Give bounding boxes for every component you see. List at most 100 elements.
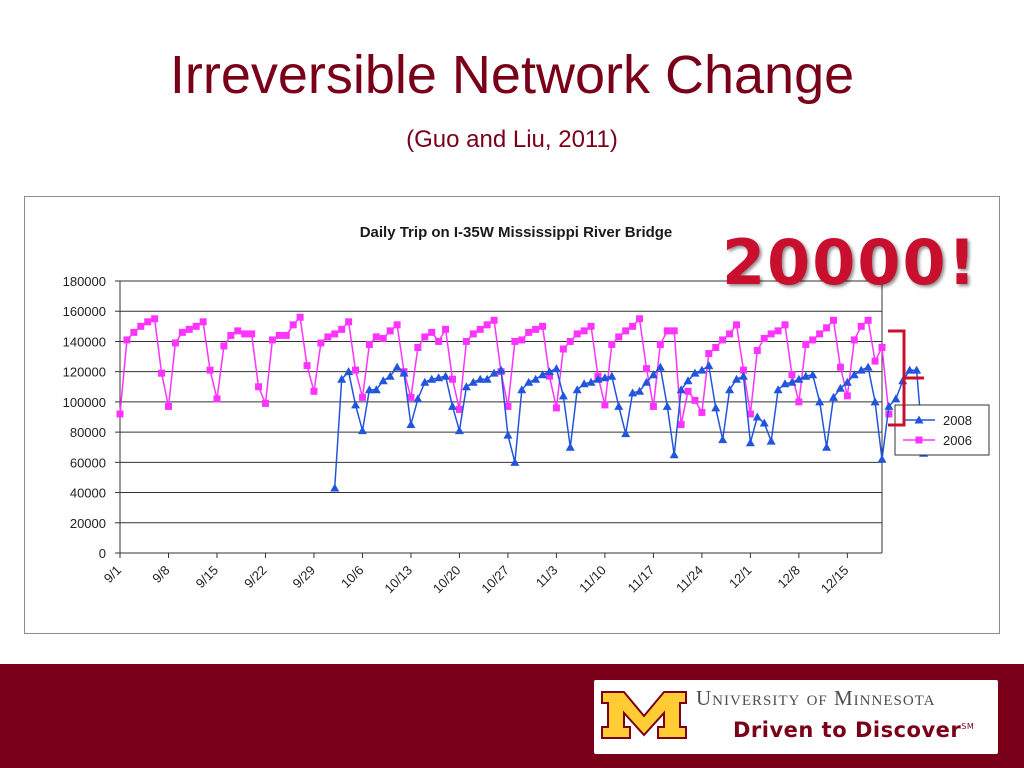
x-tick-label: 11/3	[533, 563, 561, 591]
data-point-2006	[830, 316, 838, 324]
data-point-2008	[863, 362, 873, 371]
data-point-2008	[385, 371, 395, 380]
data-point-2006	[255, 383, 263, 391]
data-point-2006	[504, 402, 512, 410]
data-point-2008	[427, 374, 437, 383]
data-point-2006	[234, 327, 242, 335]
data-point-2006	[268, 336, 276, 344]
x-tick-label: 9/8	[149, 563, 172, 586]
data-point-2006	[566, 337, 574, 345]
data-point-2008	[551, 364, 561, 373]
data-point-2008	[891, 394, 901, 403]
data-point-2006	[781, 321, 789, 329]
data-point-2008	[711, 403, 721, 412]
y-tick-label: 40000	[70, 486, 106, 501]
data-point-2006	[816, 330, 824, 338]
data-point-2006	[525, 328, 533, 336]
data-point-2008	[780, 379, 790, 388]
data-point-2008	[593, 374, 603, 383]
data-point-2008	[884, 401, 894, 410]
data-point-2006	[386, 327, 394, 335]
data-point-2006	[850, 336, 858, 344]
data-point-2006	[760, 334, 768, 342]
data-point-2008	[662, 401, 672, 410]
x-tick-label: 9/29	[290, 563, 319, 592]
data-point-2006	[698, 408, 706, 416]
data-point-2008	[482, 374, 492, 383]
data-point-2008	[330, 483, 340, 492]
data-point-2006	[192, 322, 200, 330]
legend-label-2008: 2008	[943, 413, 972, 428]
data-point-2006	[171, 339, 179, 347]
x-tick-label: 10/13	[381, 563, 415, 597]
data-point-2008	[641, 377, 651, 386]
data-point-2006	[573, 330, 581, 338]
data-point-2008	[496, 365, 506, 374]
data-point-2008	[572, 385, 582, 394]
x-tick-label: 12/8	[774, 563, 803, 592]
data-point-2006	[248, 330, 256, 338]
data-point-2008	[655, 362, 665, 371]
data-point-2006	[649, 402, 657, 410]
data-point-2006	[455, 405, 463, 413]
data-point-2006	[428, 328, 436, 336]
data-point-2008	[697, 365, 707, 374]
data-point-2008	[732, 374, 742, 383]
data-point-2008	[628, 388, 638, 397]
legend-box	[894, 404, 990, 456]
data-point-2006	[164, 402, 172, 410]
y-tick-label: 180000	[63, 274, 106, 289]
data-point-2006	[282, 331, 290, 339]
data-point-2008	[614, 401, 624, 410]
data-point-2008	[835, 383, 845, 392]
data-point-2006	[379, 334, 387, 342]
data-point-2006	[746, 410, 754, 418]
data-point-2008	[773, 385, 783, 394]
x-tick-label: 11/24	[673, 563, 706, 596]
data-point-2006	[158, 369, 166, 377]
y-tick-label: 0	[99, 546, 106, 561]
data-point-2006	[442, 325, 450, 333]
data-point-2008	[337, 374, 347, 383]
x-tick-label: 10/6	[338, 563, 367, 592]
data-point-2006	[712, 343, 720, 351]
data-point-2008	[787, 377, 797, 386]
data-point-2006	[421, 333, 429, 341]
data-point-2008	[822, 442, 832, 451]
x-tick-label: 10/27	[478, 563, 512, 597]
data-point-2006	[733, 321, 741, 329]
data-point-2006	[753, 347, 761, 355]
data-point-2006	[774, 327, 782, 335]
data-point-2008	[531, 374, 541, 383]
data-point-2006	[227, 331, 235, 339]
data-point-2006	[788, 371, 796, 379]
x-tick-label: 9/15	[193, 563, 222, 592]
data-point-2006	[317, 339, 325, 347]
data-point-2006	[545, 372, 553, 380]
data-point-2006	[823, 324, 831, 332]
data-point-2006	[352, 366, 360, 374]
data-point-2008	[489, 368, 499, 377]
data-point-2006	[393, 321, 401, 329]
data-point-2006	[338, 325, 346, 333]
data-point-2006	[462, 337, 470, 345]
data-point-2008	[600, 373, 610, 382]
data-point-2006	[365, 340, 373, 348]
data-point-2008	[351, 400, 361, 409]
data-point-2006	[185, 325, 193, 333]
data-point-2006	[663, 327, 671, 335]
data-point-2008	[725, 385, 735, 394]
data-point-2008	[676, 385, 686, 394]
data-point-2006	[705, 350, 713, 358]
data-point-2008	[565, 442, 575, 451]
data-point-2006	[144, 318, 152, 326]
data-point-2008	[413, 394, 423, 403]
data-point-2006	[476, 325, 484, 333]
data-point-2008	[856, 365, 866, 374]
data-point-2006	[324, 333, 332, 341]
data-point-2008	[912, 365, 922, 374]
data-point-2008	[364, 385, 374, 394]
data-point-2006	[532, 325, 540, 333]
data-point-2006	[518, 336, 526, 344]
data-point-2008	[461, 382, 471, 391]
